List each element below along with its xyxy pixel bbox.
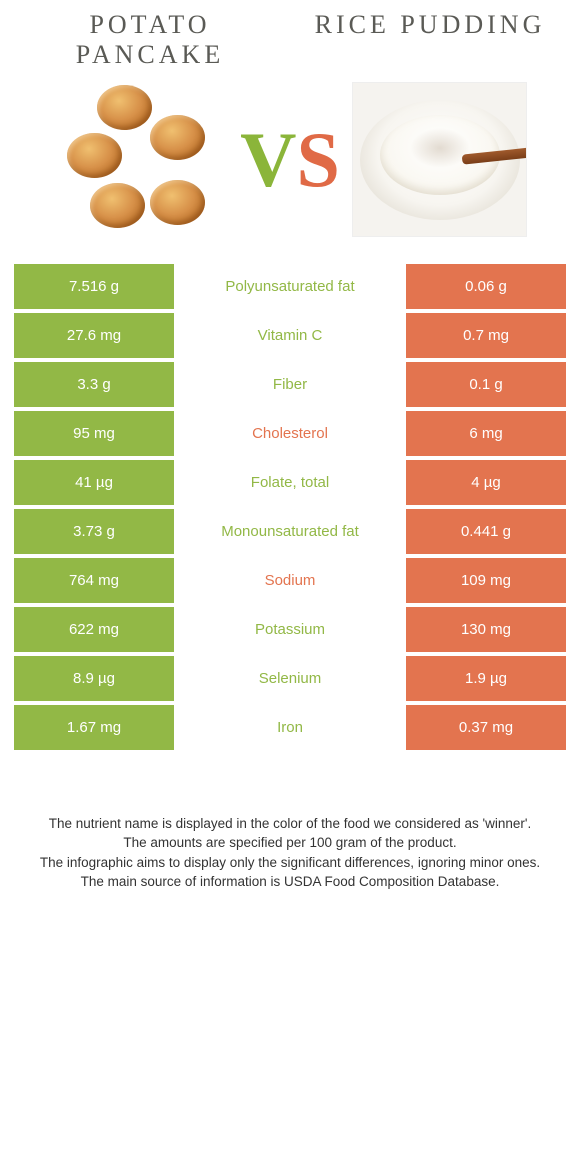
nutrient-row: 8.9 µgSelenium1.9 µg bbox=[14, 656, 566, 701]
left-value-cell: 3.3 g bbox=[14, 362, 174, 407]
nutrient-label-cell: Potassium bbox=[178, 607, 402, 652]
nutrient-table: 7.516 gPolyunsaturated fat0.06 g27.6 mgV… bbox=[10, 260, 570, 754]
vs-label: VS bbox=[240, 115, 340, 205]
right-value-cell: 0.7 mg bbox=[406, 313, 566, 358]
footnote-line: The nutrient name is displayed in the co… bbox=[20, 814, 560, 834]
right-value-cell: 6 mg bbox=[406, 411, 566, 456]
right-value-cell: 109 mg bbox=[406, 558, 566, 603]
vs-v: V bbox=[240, 115, 296, 205]
nutrient-label-cell: Selenium bbox=[178, 656, 402, 701]
right-value-cell: 130 mg bbox=[406, 607, 566, 652]
nutrient-label-cell: Cholesterol bbox=[178, 411, 402, 456]
right-value-cell: 0.1 g bbox=[406, 362, 566, 407]
footnote-line: The infographic aims to display only the… bbox=[20, 853, 560, 873]
right-value-cell: 0.37 mg bbox=[406, 705, 566, 750]
left-value-cell: 95 mg bbox=[14, 411, 174, 456]
left-value-cell: 7.516 g bbox=[14, 264, 174, 309]
nutrient-label-cell: Sodium bbox=[178, 558, 402, 603]
nutrient-label-cell: Folate, total bbox=[178, 460, 402, 505]
nutrient-row: 41 µgFolate, total4 µg bbox=[14, 460, 566, 505]
right-value-cell: 4 µg bbox=[406, 460, 566, 505]
nutrient-row: 3.3 gFiber0.1 g bbox=[14, 362, 566, 407]
nutrient-label-cell: Polyunsaturated fat bbox=[178, 264, 402, 309]
nutrient-row: 3.73 gMonounsaturated fat0.441 g bbox=[14, 509, 566, 554]
images-row: VS bbox=[10, 80, 570, 240]
nutrient-label-cell: Iron bbox=[178, 705, 402, 750]
nutrient-row: 7.516 gPolyunsaturated fat0.06 g bbox=[14, 264, 566, 309]
nutrient-row: 95 mgCholesterol6 mg bbox=[14, 411, 566, 456]
left-value-cell: 764 mg bbox=[14, 558, 174, 603]
left-food-title: Potato pancake bbox=[24, 10, 276, 70]
left-value-cell: 1.67 mg bbox=[14, 705, 174, 750]
nutrient-row: 764 mgSodium109 mg bbox=[14, 558, 566, 603]
footnote-line: The amounts are specified per 100 gram o… bbox=[20, 833, 560, 853]
right-food-image bbox=[350, 80, 530, 240]
left-value-cell: 3.73 g bbox=[14, 509, 174, 554]
nutrient-row: 27.6 mgVitamin C0.7 mg bbox=[14, 313, 566, 358]
nutrient-label-cell: Monounsaturated fat bbox=[178, 509, 402, 554]
nutrient-label-cell: Fiber bbox=[178, 362, 402, 407]
left-value-cell: 27.6 mg bbox=[14, 313, 174, 358]
left-value-cell: 622 mg bbox=[14, 607, 174, 652]
nutrient-row: 622 mgPotassium130 mg bbox=[14, 607, 566, 652]
right-value-cell: 0.441 g bbox=[406, 509, 566, 554]
left-value-cell: 8.9 µg bbox=[14, 656, 174, 701]
right-value-cell: 1.9 µg bbox=[406, 656, 566, 701]
header: Potato pancake Rice pudding bbox=[10, 10, 570, 70]
vs-s: S bbox=[296, 115, 339, 205]
footnote-line: The main source of information is USDA F… bbox=[20, 872, 560, 892]
footnotes: The nutrient name is displayed in the co… bbox=[10, 814, 570, 892]
right-food-title: Rice pudding bbox=[304, 10, 556, 70]
left-food-image bbox=[50, 80, 230, 240]
left-value-cell: 41 µg bbox=[14, 460, 174, 505]
nutrient-row: 1.67 mgIron0.37 mg bbox=[14, 705, 566, 750]
right-value-cell: 0.06 g bbox=[406, 264, 566, 309]
nutrient-label-cell: Vitamin C bbox=[178, 313, 402, 358]
